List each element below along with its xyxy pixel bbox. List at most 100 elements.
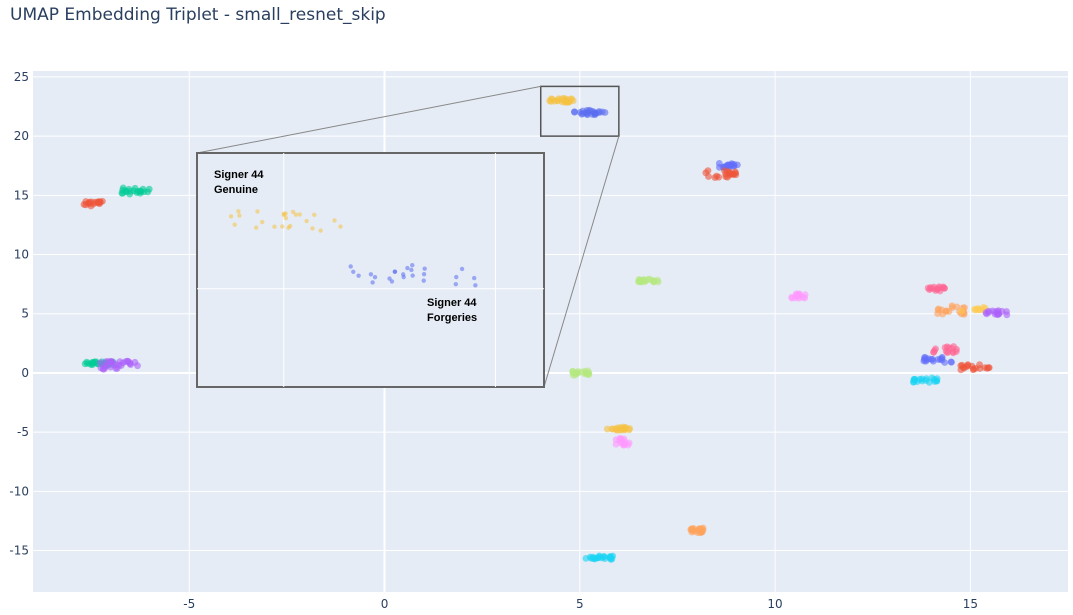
zoom-indicator <box>196 85 620 388</box>
inset-data-point <box>410 273 415 278</box>
data-point <box>927 285 935 292</box>
data-point <box>137 188 145 196</box>
data-point <box>934 310 942 318</box>
data-point <box>625 426 633 434</box>
data-point <box>606 553 614 561</box>
plot-area <box>33 71 1068 592</box>
data-point <box>953 345 960 353</box>
data-point <box>126 359 134 366</box>
data-point <box>642 277 650 285</box>
data-point <box>110 361 118 369</box>
inset-frame <box>196 152 545 388</box>
data-point <box>617 424 624 431</box>
scatter-points <box>80 94 1011 563</box>
data-point <box>922 377 930 384</box>
x-tick-label: 10 <box>767 597 782 611</box>
inset-data-point <box>422 266 427 271</box>
data-point <box>591 555 599 562</box>
data-point <box>569 371 577 379</box>
inset-data-point <box>287 223 293 229</box>
inset-annotation: Signer 44 <box>427 297 477 309</box>
data-point <box>964 362 972 369</box>
y-tick-label: 25 <box>14 70 29 84</box>
data-point <box>979 303 987 311</box>
zoom-inset: Signer 44 Genuine Signer 44 Forgeries <box>196 152 545 388</box>
inset-data-point <box>389 279 395 284</box>
connector-line <box>543 135 620 388</box>
inset-data-point <box>290 209 296 215</box>
inset-data-point <box>237 213 242 218</box>
inset-data-point <box>421 278 426 283</box>
data-point <box>562 99 570 106</box>
inset-data-point <box>310 226 315 231</box>
inset-data-point <box>421 271 427 277</box>
data-point <box>601 109 609 116</box>
data-point <box>621 438 629 446</box>
data-point <box>734 161 741 169</box>
x-axis-ticks: -5 0 5 10 15 <box>183 597 978 611</box>
inset-data-point <box>368 272 374 277</box>
inset-data-point <box>272 224 277 229</box>
data-point <box>969 366 977 374</box>
data-point <box>941 344 949 351</box>
inset-data-point <box>228 214 234 219</box>
data-point <box>913 378 921 386</box>
inset-data-point <box>356 273 361 278</box>
data-point <box>96 359 104 367</box>
grid-lines <box>33 71 1068 592</box>
data-point <box>144 188 152 196</box>
inset-data-point <box>253 225 259 230</box>
inset-annotation: Signer 44 <box>214 169 264 181</box>
data-point <box>603 425 611 433</box>
data-point <box>585 106 593 114</box>
data-point <box>122 187 130 195</box>
inset-annotation: Forgeries <box>427 312 477 324</box>
data-point <box>697 527 705 535</box>
inset-data-point <box>255 209 260 214</box>
data-point <box>713 172 721 180</box>
data-point <box>86 200 94 207</box>
data-point <box>983 310 990 318</box>
inset-data-point <box>312 212 317 218</box>
inset-data-point <box>283 215 289 221</box>
inset-data-point <box>392 269 398 274</box>
data-point <box>932 345 939 353</box>
data-point <box>579 107 587 115</box>
x-tick-label: -5 <box>183 597 195 611</box>
data-point <box>976 361 983 369</box>
data-point <box>934 355 942 363</box>
inset-data-point <box>351 269 356 275</box>
inset-data-point <box>232 222 237 227</box>
data-point <box>1003 311 1011 319</box>
data-point <box>595 108 603 115</box>
inset-data-point <box>260 219 265 225</box>
inset-data-point <box>332 218 337 223</box>
inset-data-point <box>370 280 375 285</box>
y-tick-label: 5 <box>21 307 29 321</box>
y-tick-label: 15 <box>14 188 29 202</box>
data-point <box>948 302 956 310</box>
inset-data-point <box>236 209 241 214</box>
inset-data-point <box>318 228 323 233</box>
zoom-region-box <box>539 85 620 137</box>
data-point <box>715 163 723 171</box>
y-tick-label: 10 <box>14 248 29 262</box>
chart-title: UMAP Embedding Triplet - small_resnet_sk… <box>10 5 386 25</box>
data-point <box>547 98 555 105</box>
data-point <box>600 553 608 561</box>
inset-data-point <box>473 283 478 288</box>
data-point <box>725 168 733 176</box>
data-point <box>688 528 696 536</box>
data-point <box>971 305 979 313</box>
data-point <box>728 161 736 169</box>
inset-data-point <box>338 224 343 229</box>
inset-data-point <box>459 266 465 272</box>
data-point <box>81 360 89 368</box>
inset-data-point <box>454 274 459 280</box>
y-tick-label: -5 <box>17 425 29 439</box>
data-point <box>654 276 661 284</box>
inset-data-point <box>348 264 353 269</box>
y-tick-label: -15 <box>9 544 29 558</box>
inset-data-point <box>280 224 285 229</box>
data-point <box>958 307 966 315</box>
